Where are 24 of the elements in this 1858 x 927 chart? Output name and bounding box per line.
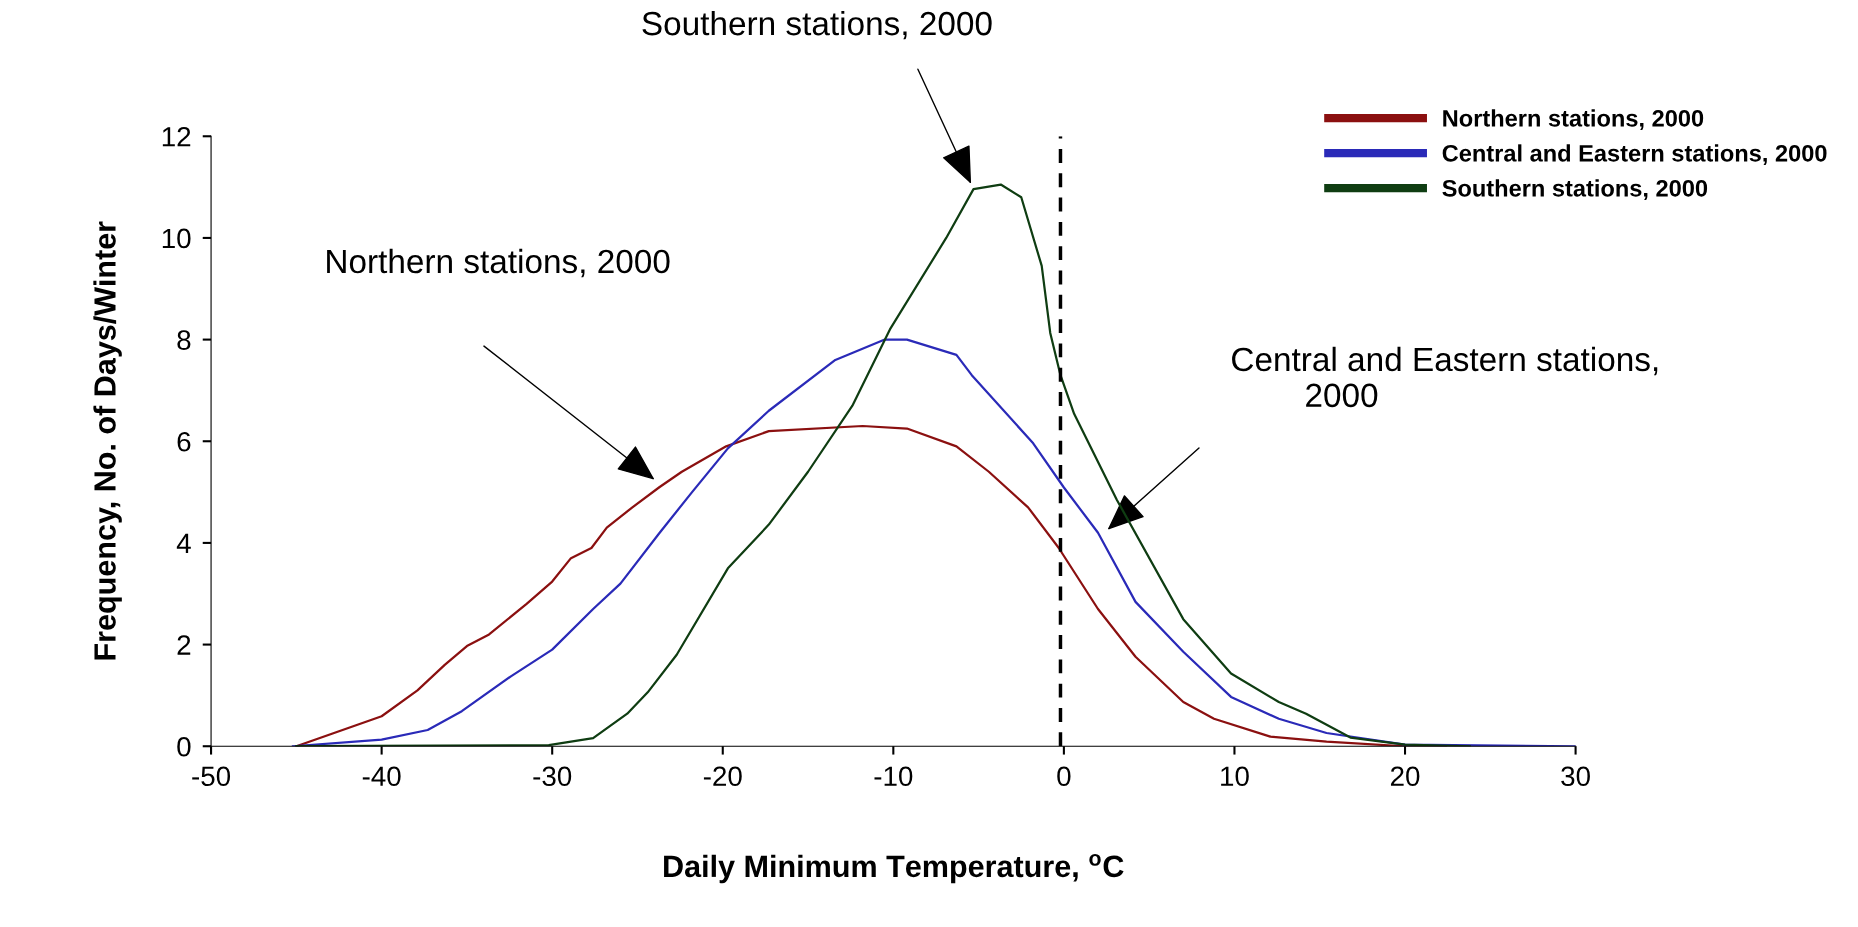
x-tick-label: 30	[1561, 766, 1590, 787]
annotation: Northern stations, 2000	[327, 248, 670, 278]
annotation: Central and Eastern stations, 2000	[1232, 346, 1658, 408]
x-tick-label: -30	[533, 766, 572, 787]
x-tick-label: -20	[703, 766, 742, 787]
x-tick-label: 0	[1057, 766, 1071, 787]
x-tick-label: -10	[874, 766, 913, 787]
x-tick-label: 10	[1221, 766, 1249, 787]
legend-label: Southern stations, 2000	[1442, 179, 1708, 201]
x-tick-label: -40	[362, 766, 401, 787]
legend-label: Northern stations, 2000	[1443, 109, 1704, 131]
y-tick-label: 2	[177, 635, 191, 655]
y-tick-label: 4	[176, 533, 191, 553]
y-tick-label: 0	[177, 736, 191, 757]
y-tick-label: 12	[162, 126, 191, 147]
x-tick-label: 20	[1390, 766, 1420, 787]
y-tick-label: 6	[177, 431, 191, 452]
legend-label: Central and Eastern stations, 2000	[1442, 144, 1827, 166]
x-axis-title: Daily Minimum Temperature, $^{o}$C	[664, 854, 1124, 884]
x-tick-label: -50	[192, 766, 231, 787]
y-tick-label: 10	[162, 228, 191, 249]
y-tick-label: 8	[177, 330, 191, 350]
text: Southern stations, 2000	[642, 10, 992, 40]
y-axis-title: Frequency, No. of Days/Winter	[93, 221, 122, 660]
